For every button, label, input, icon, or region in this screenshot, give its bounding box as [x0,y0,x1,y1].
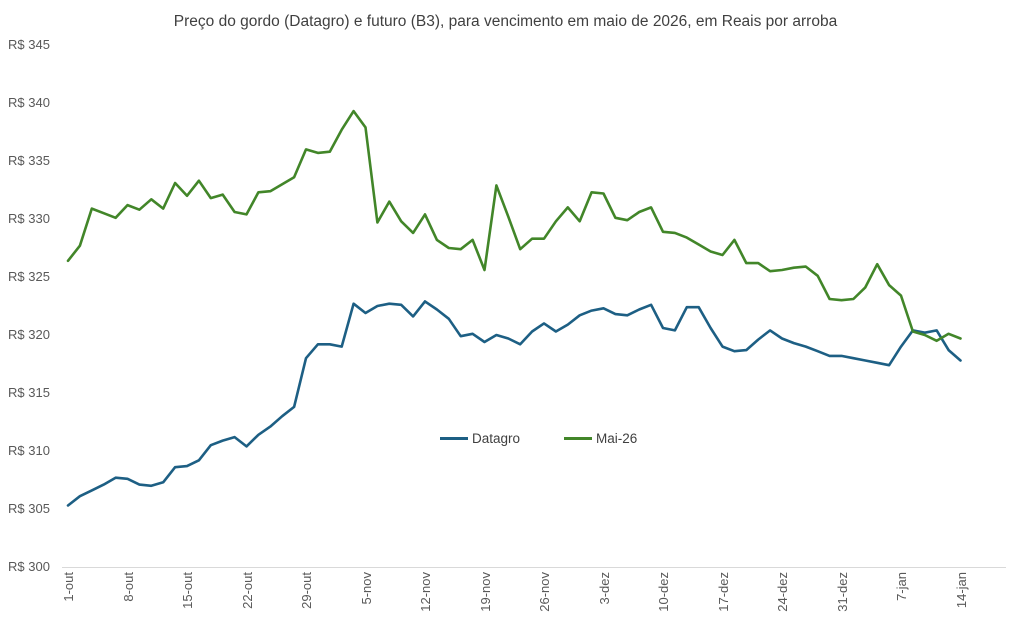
x-axis-line [62,567,1006,568]
y-axis-tick-label: R$ 345 [8,37,50,52]
y-axis-tick-label: R$ 315 [8,385,50,400]
y-axis-tick-label: R$ 310 [8,443,50,458]
y-axis-tick-label: R$ 305 [8,501,50,516]
mai-26-line-swatch-icon [564,436,593,440]
y-axis-tick-label: R$ 320 [8,327,50,342]
y-axis-tick-label: R$ 340 [8,95,50,110]
chart-title: Preço do gordo (Datagro) e futuro (B3), … [173,13,838,30]
legend: Datagro Mai-26 [440,430,637,446]
legend-item-datagro: Datagro [440,431,520,446]
y-axis-tick-label: R$ 325 [8,269,50,284]
legend-label-datagro: Datagro [472,430,521,446]
series-line-datagro [66,300,962,507]
datagro-line-swatch-icon [440,436,468,440]
y-axis-tick-label: R$ 335 [8,153,50,168]
y-axis-tick-label: R$ 300 [8,559,50,574]
y-axis-tick-label: R$ 330 [8,211,50,226]
series-line-mai-26 [66,109,962,343]
legend-label-mai-26: Mai-26 [596,430,638,446]
legend-item-mai-26: Mai-26 [564,431,637,446]
